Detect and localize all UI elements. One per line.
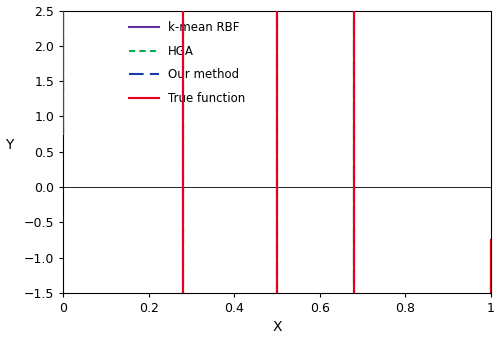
Line: Our method: Our method bbox=[63, 0, 490, 340]
X-axis label: X: X bbox=[272, 320, 281, 335]
k-mean RBF bbox=[488, 238, 494, 242]
True function bbox=[488, 238, 494, 242]
True function bbox=[60, 132, 66, 136]
HGA bbox=[488, 238, 494, 242]
HGA bbox=[60, 132, 66, 136]
Legend: k-mean RBF, HGA, Our method, True function: k-mean RBF, HGA, Our method, True functi… bbox=[124, 16, 250, 110]
Y-axis label: Y: Y bbox=[6, 138, 14, 152]
Our method bbox=[488, 238, 494, 242]
Line: HGA: HGA bbox=[63, 0, 490, 340]
Line: k-mean RBF: k-mean RBF bbox=[63, 0, 490, 340]
Line: True function: True function bbox=[63, 0, 490, 340]
k-mean RBF bbox=[60, 132, 66, 136]
Our method bbox=[60, 132, 66, 136]
